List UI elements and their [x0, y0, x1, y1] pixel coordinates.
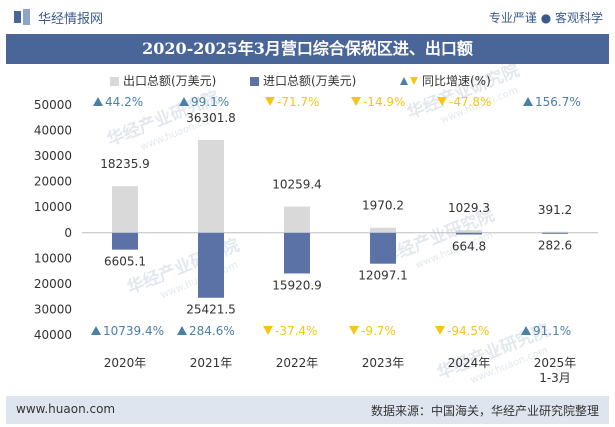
growth-down-icon	[263, 326, 273, 335]
import-bar	[370, 232, 396, 264]
import-bar	[198, 232, 224, 298]
growth-down-icon	[351, 97, 361, 106]
legend-swatch-export	[110, 77, 119, 86]
footer: www.huaon.com 数据来源：中国海关，华经产业研究院整理	[6, 396, 609, 424]
export-bar	[370, 227, 396, 233]
chart-title: 2020-2025年3月营口综合保税区进、出口额	[142, 39, 473, 58]
import-value-label: 12097.1	[358, 269, 408, 283]
import-growth-label: -37.4%	[275, 324, 317, 338]
footer-url: www.huaon.com	[16, 402, 116, 416]
growth-down-icon	[349, 326, 359, 335]
import-growth-label: -9.7%	[361, 324, 396, 338]
y-tick-label: 10000	[34, 251, 72, 265]
logo-icon	[14, 9, 30, 25]
import-value-label: 25421.5	[186, 303, 236, 317]
y-tick-label: 20000	[34, 277, 72, 291]
export-bar	[112, 186, 138, 233]
import-bar	[456, 232, 482, 235]
growth-down-icon	[265, 97, 275, 106]
x-tick-label: 2022年	[276, 356, 319, 370]
growth-up-icon	[523, 97, 533, 106]
export-growth-label: -14.9%	[363, 95, 405, 109]
legend-label-growth: 同比增速(%)	[422, 74, 491, 88]
y-tick-label: 10000	[34, 200, 72, 214]
export-value-label: 18235.9	[100, 157, 150, 171]
import-value-label: 664.8	[452, 239, 486, 253]
slogan: 专业严谨 ● 客观科学	[488, 11, 603, 25]
x-tick-label: 2024年	[448, 356, 491, 370]
export-growth-label: 99.1%	[191, 95, 229, 109]
export-growth-label: -47.8%	[449, 95, 491, 109]
export-growth-label: 44.2%	[105, 95, 143, 109]
export-value-label: 10259.4	[272, 178, 322, 192]
export-bar	[284, 206, 310, 233]
export-growth-label: 156.7%	[535, 95, 581, 109]
export-growth-label: -71.7%	[277, 95, 319, 109]
legend-label-export: 出口总额(万美元)	[123, 74, 216, 88]
legend-down-triangle-icon	[410, 77, 418, 85]
import-growth-label: 91.1%	[533, 324, 571, 338]
export-bar	[456, 230, 482, 233]
import-bar	[112, 232, 138, 250]
import-bar	[542, 232, 568, 234]
y-tick-label: 40000	[34, 328, 72, 342]
y-tick-label: 30000	[34, 302, 72, 316]
legend-label-import: 进口总额(万美元)	[263, 74, 356, 88]
export-value-label: 391.2	[538, 203, 572, 217]
export-bar	[542, 231, 568, 233]
import-value-label: 6605.1	[104, 255, 146, 269]
logo-text: 华经情报网	[38, 12, 104, 27]
growth-up-icon	[91, 326, 101, 335]
growth-down-icon	[437, 97, 447, 106]
export-value-label: 1970.2	[362, 199, 404, 213]
y-tick-label: 20000	[34, 175, 72, 189]
growth-up-icon	[177, 326, 187, 335]
import-bar	[284, 232, 310, 274]
y-tick-label: 0	[64, 226, 72, 240]
title-bar: 2020-2025年3月营口综合保税区进、出口额	[6, 34, 609, 64]
legend-swatch-import	[250, 77, 259, 86]
import-value-label: 15920.9	[272, 278, 322, 292]
import-growth-label: -94.5%	[447, 324, 489, 338]
y-tick-label: 40000	[34, 124, 72, 138]
x-tick-label: 2025年	[534, 356, 577, 370]
growth-up-icon	[179, 97, 189, 106]
chart-area: 华经产业研究院 www.huaon.com 华经产业研究院 www.huaon.com…	[0, 64, 615, 396]
x-tick-label: 1-3月	[539, 371, 571, 385]
import-growth-label: 10739.4%	[103, 324, 164, 338]
chart-svg: 华经产业研究院www.huaon.com华经产业研究院www.huaon.com…	[34, 64, 598, 386]
legend-up-triangle-icon	[400, 77, 408, 85]
import-growth-label: 284.6%	[189, 324, 235, 338]
footer-source: 数据来源：中国海关，华经产业研究院整理	[370, 404, 599, 418]
y-tick-label: 30000	[34, 149, 72, 163]
growth-down-icon	[435, 326, 445, 335]
export-value-label: 36301.8	[186, 111, 236, 125]
y-tick-label: 50000	[34, 98, 72, 112]
x-tick-label: 2021年	[190, 356, 233, 370]
x-tick-label: 2023年	[362, 356, 405, 370]
export-bar	[198, 140, 224, 233]
top-bar: 华经情报网 专业严谨 ● 客观科学	[0, 0, 615, 34]
growth-up-icon	[93, 97, 103, 106]
growth-up-icon	[521, 326, 531, 335]
export-value-label: 1029.3	[448, 201, 490, 215]
x-tick-label: 2020年	[104, 356, 147, 370]
import-value-label: 282.6	[538, 238, 572, 252]
